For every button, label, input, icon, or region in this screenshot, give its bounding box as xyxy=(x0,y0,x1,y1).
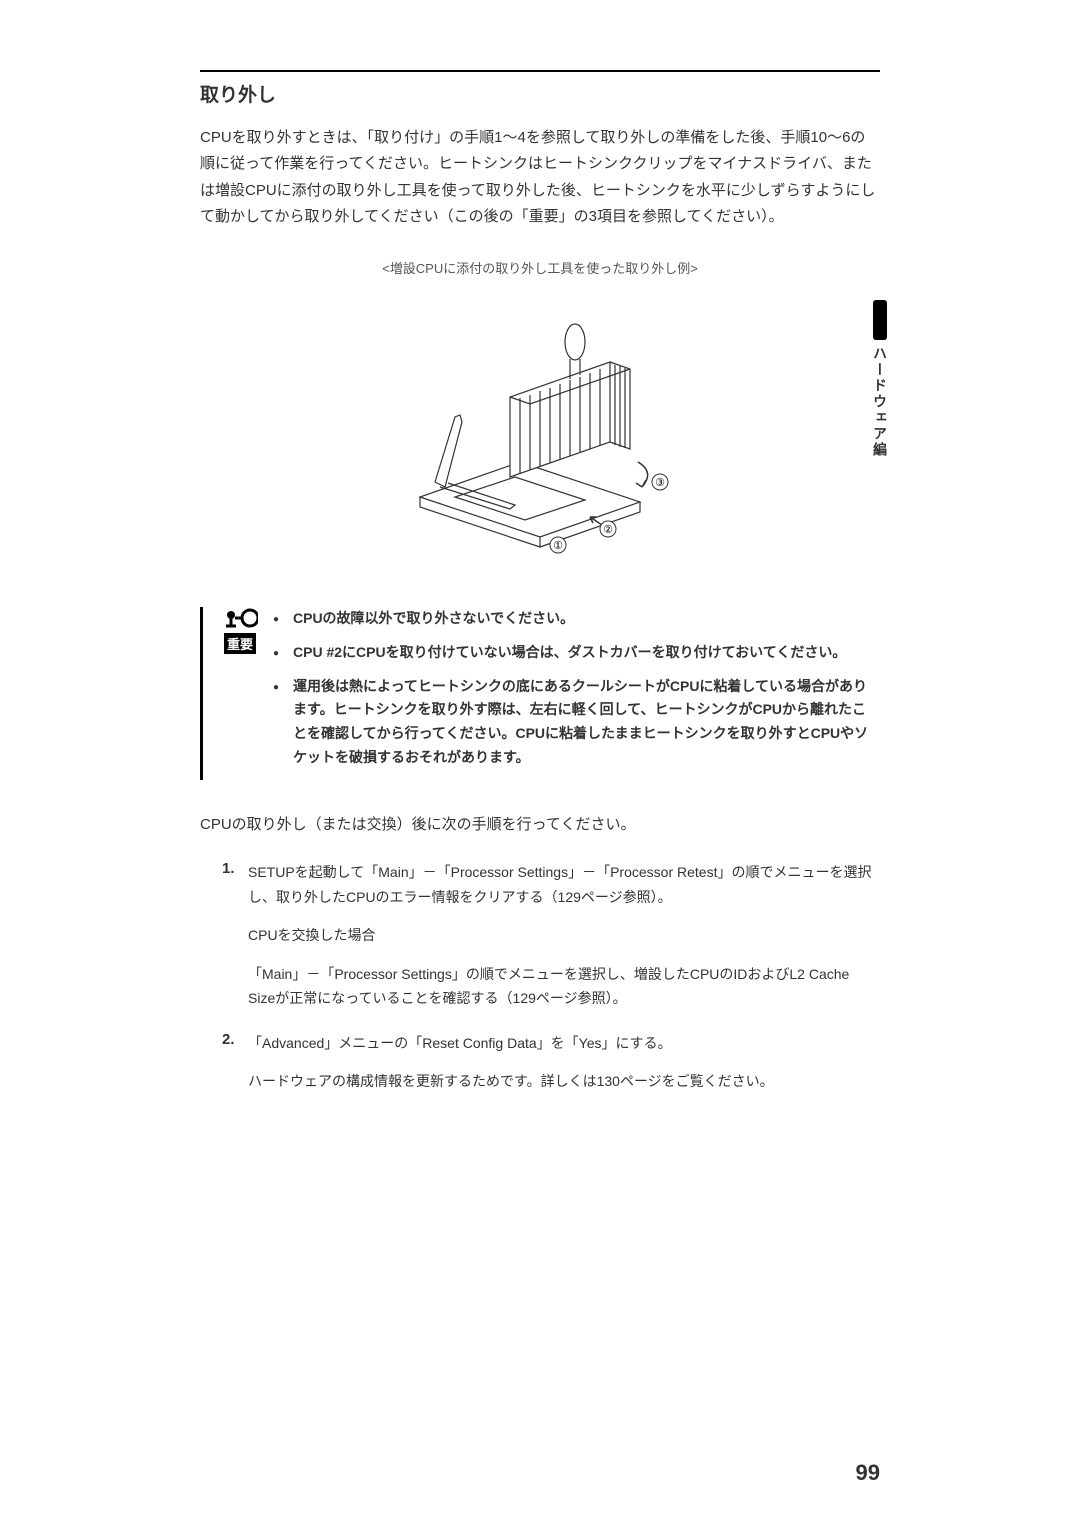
callout-2: ② xyxy=(603,524,613,536)
intro-paragraph: CPUを取り外すときは、「取り付け」の手順1～4を参照して取り外しの準備をした後… xyxy=(200,125,880,230)
side-tab: ハードウェア編 xyxy=(870,300,890,458)
post-text: CPUの取り外し（または交換）後に次の手順を行ってください。 xyxy=(200,812,880,838)
side-tab-marker xyxy=(873,300,887,340)
page-number: 99 xyxy=(856,1460,880,1486)
important-icon xyxy=(222,607,258,629)
important-block: 重要 CPUの故障以外で取り外さないでください。 CPU #2にCPUを取り付け… xyxy=(200,607,880,780)
step-number: 1. xyxy=(222,860,248,1011)
heatsink-removal-figure: ① ② ③ xyxy=(380,287,700,567)
step-2: 2. 「Advanced」メニューの「Reset Config Data」を「Y… xyxy=(222,1031,880,1094)
callout-3: ③ xyxy=(655,477,665,489)
side-tab-label: ハードウェア編 xyxy=(870,346,890,458)
important-item: CPUの故障以外で取り外さないでください。 xyxy=(273,607,880,631)
callout-1: ① xyxy=(553,540,563,552)
important-item: CPU #2にCPUを取り付けていない場合は、ダストカバーを取り付けておいてくだ… xyxy=(273,641,880,665)
section-title: 取り外し xyxy=(200,70,880,107)
important-label: 重要 xyxy=(224,633,256,654)
figure-caption: <増設CPUに添付の取り外し工具を使った取り外し例> xyxy=(200,258,880,277)
step-number: 2. xyxy=(222,1031,248,1094)
step-main-text: 「Advanced」メニューの「Reset Config Data」を「Yes」… xyxy=(248,1031,880,1056)
step-sub-title: CPUを交換した場合 xyxy=(248,923,880,948)
important-item: 運用後は熱によってヒートシンクの底にあるクールシートがCPUに粘着している場合が… xyxy=(273,675,880,770)
step-1: 1. SETUPを起動して「Main」－「Processor Settings」… xyxy=(222,860,880,1011)
step-sub-body: ハードウェアの構成情報を更新するためです。詳しくは130ページをご覧ください。 xyxy=(248,1069,880,1094)
step-sub-body: 「Main」－「Processor Settings」の順でメニューを選択し、増… xyxy=(248,962,880,1011)
step-main-text: SETUPを起動して「Main」－「Processor Settings」－「P… xyxy=(248,860,880,909)
figure-container: ① ② ③ xyxy=(200,287,880,567)
